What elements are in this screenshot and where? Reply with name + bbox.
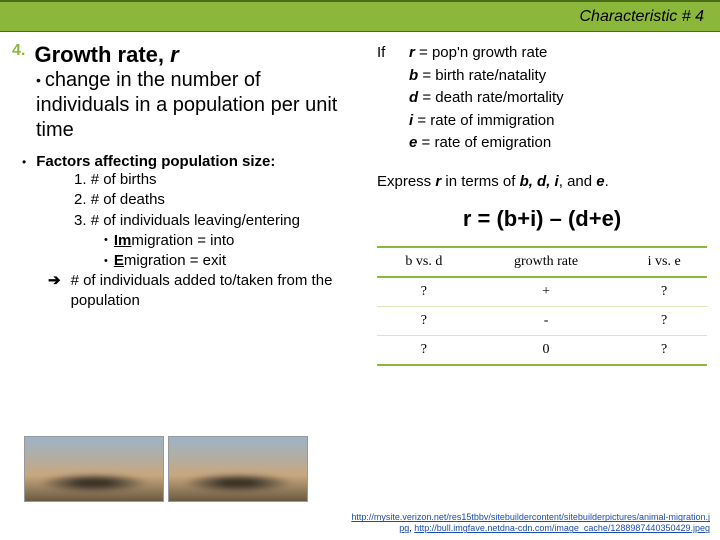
result-text: # of individuals added to/taken from the…: [71, 271, 357, 310]
migration-bullets: •Immigration = into •Emigration = exit: [104, 231, 357, 272]
bullet-dot-icon: •: [104, 255, 108, 267]
image-credits: http://mysite.verizon.net/res15tbbv/site…: [350, 512, 710, 534]
bullet-dot-icon: •: [22, 155, 26, 169]
title-text: Growth rate,: [34, 42, 170, 67]
content: 4. Growth rate, r •change in the number …: [0, 32, 720, 366]
migration-image-2: [168, 436, 308, 502]
right-column: If r = pop'n growth rate b = birth rate/…: [377, 42, 707, 366]
variable-definitions: If r = pop'n growth rate b = birth rate/…: [377, 42, 707, 155]
col-bvd: b vs. d: [377, 247, 471, 277]
definition-bullet: •change in the number of individuals in …: [36, 68, 357, 143]
header-bar: Characteristic # 4: [0, 0, 720, 32]
title-r: r: [170, 42, 179, 67]
list-number: 4.: [12, 42, 30, 60]
factors-title: Factors affecting population size:: [36, 153, 275, 170]
def-e: e = rate of emigration: [409, 132, 707, 155]
main-title: Growth rate, r: [34, 42, 178, 68]
def-r: r = pop'n growth rate: [409, 42, 707, 65]
def-i: i = rate of immigration: [409, 110, 707, 133]
factor-3: 3. # of individuals leaving/entering: [74, 211, 357, 231]
definition-text: change in the number of individuals in a…: [36, 69, 337, 141]
table-header-row: b vs. d growth rate i vs. e: [377, 247, 707, 277]
credit-link-2[interactable]: http://bull.imgfave.netdna-cdn.com/image…: [414, 523, 710, 533]
growth-rate-table: b vs. d growth rate i vs. e ? + ? ? - ? …: [377, 246, 707, 366]
arrow-icon: ➔: [48, 271, 61, 310]
factor-2: 2. # of deaths: [74, 190, 357, 210]
def-d: d = death rate/mortality: [409, 87, 707, 110]
images-row: [24, 436, 308, 502]
def-b: b = birth rate/natality: [409, 65, 707, 88]
bullet-dot-icon: •: [104, 234, 108, 246]
col-ive: i vs. e: [621, 247, 707, 277]
result-row: ➔ # of individuals added to/taken from t…: [48, 271, 357, 310]
factor-1: 1. # of births: [74, 170, 357, 190]
table-row: ? + ?: [377, 277, 707, 307]
express-prompt: Express r in terms of b, d, i, and e.: [377, 173, 707, 190]
if-label: If: [377, 42, 409, 155]
header-title: Characteristic # 4: [580, 8, 705, 26]
col-growth: growth rate: [471, 247, 622, 277]
title-row: 4. Growth rate, r: [12, 42, 357, 68]
table-row: ? 0 ?: [377, 335, 707, 365]
factors-row: • Factors affecting population size:: [22, 153, 357, 170]
factors-list: 1. # of births 2. # of deaths 3. # of in…: [74, 170, 357, 231]
emigration-item: •Emigration = exit: [104, 251, 357, 271]
table-row: ? - ?: [377, 306, 707, 335]
immigration-item: •Immigration = into: [104, 231, 357, 251]
bullet-dot-icon: •: [36, 72, 41, 88]
left-column: 4. Growth rate, r •change in the number …: [12, 42, 357, 366]
defs-list: r = pop'n growth rate b = birth rate/nat…: [409, 42, 707, 155]
migration-image-1: [24, 436, 164, 502]
formula: r = (b+i) – (d+e): [377, 206, 707, 232]
